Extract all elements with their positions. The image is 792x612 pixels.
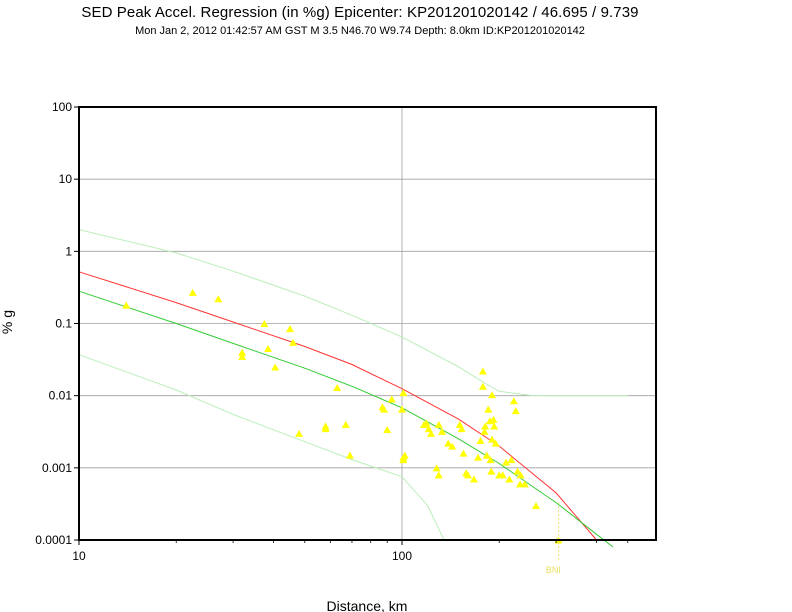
data-point (448, 442, 457, 450)
data-point (387, 395, 396, 403)
data-point (321, 425, 330, 433)
data-point (481, 422, 490, 430)
data-point (476, 436, 485, 444)
data-point (463, 471, 472, 479)
data-point (380, 405, 389, 413)
data-point (478, 382, 487, 390)
regression-curves (78, 229, 628, 548)
data-point (491, 439, 500, 447)
y-tick-label: 0.001 (42, 461, 72, 475)
data-point (513, 467, 522, 475)
data-point (511, 407, 520, 415)
data-point (398, 405, 406, 413)
data-point (490, 422, 499, 430)
y-tick-label: 0.01 (49, 389, 73, 403)
regression-upper-curve (78, 271, 597, 541)
data-point (345, 451, 354, 459)
data-point (422, 419, 431, 427)
chart-title: SED Peak Accel. Regression (in %g) Epice… (81, 4, 639, 21)
x-tick-label: 100 (392, 549, 412, 563)
data-point (383, 425, 392, 433)
data-point (238, 348, 247, 356)
y-tick-label: 100 (52, 100, 72, 114)
data-point (333, 383, 342, 391)
y-tick-label: 1 (65, 244, 72, 258)
x-tick-label: 10 (72, 549, 86, 563)
data-point (484, 405, 493, 413)
data-point (264, 345, 273, 353)
data-point (434, 420, 443, 428)
data-point (122, 301, 131, 309)
y-tick-label: 0.0001 (35, 533, 72, 547)
data-point (271, 363, 280, 371)
data-point (474, 453, 483, 461)
data-point (399, 389, 408, 397)
data-point (399, 456, 408, 464)
data-point (459, 449, 468, 457)
data-point (434, 471, 443, 479)
data-point (502, 458, 511, 466)
data-point (469, 475, 478, 483)
confidence-band-lower-curve (78, 354, 445, 541)
data-point (486, 456, 495, 464)
x-axis-label: Distance, km (327, 598, 408, 612)
data-point (482, 451, 491, 459)
data-point (507, 456, 516, 464)
data-point (427, 429, 436, 437)
grid (79, 107, 656, 540)
y-tick-label: 10 (59, 172, 73, 186)
data-point (488, 435, 497, 443)
data-points: BNI (122, 288, 563, 575)
data-point (438, 427, 447, 435)
data-point (289, 338, 298, 346)
y-tick-label: 0.1 (55, 317, 72, 331)
data-point (498, 471, 507, 479)
data-point (260, 320, 269, 327)
data-point (457, 425, 466, 433)
data-point (487, 467, 496, 475)
confidence-band-upper-curve (78, 229, 628, 397)
data-point (285, 325, 294, 333)
data-point (489, 415, 498, 423)
data-point (432, 464, 441, 472)
data-point (424, 425, 433, 433)
station-label: BNI (546, 565, 561, 575)
data-point (516, 471, 525, 479)
data-point (238, 352, 247, 360)
data-point (444, 439, 453, 447)
data-point (509, 397, 518, 405)
y-axis-label: % g (0, 310, 15, 334)
data-point (488, 391, 497, 399)
data-point (188, 288, 197, 296)
data-point (532, 502, 541, 510)
data-point (505, 475, 514, 483)
data-point (478, 367, 487, 375)
data-point (341, 420, 350, 428)
data-point (480, 427, 489, 435)
event-info-subtitle: Mon Jan 2, 2012 01:42:57 AM GST M 3.5 N4… (135, 25, 585, 37)
data-point (520, 480, 529, 488)
data-point (400, 451, 409, 459)
data-point (295, 429, 304, 437)
data-point (214, 295, 223, 303)
